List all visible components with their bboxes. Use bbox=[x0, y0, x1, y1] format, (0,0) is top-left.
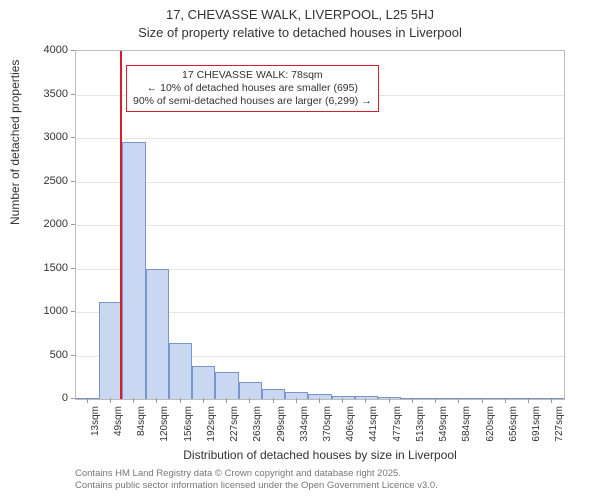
x-tick-mark bbox=[505, 398, 506, 403]
x-tick-label: 656sqm bbox=[508, 406, 519, 442]
x-tick-mark bbox=[133, 398, 134, 403]
y-tick-label: 0 bbox=[0, 392, 68, 404]
x-tick-mark bbox=[249, 398, 250, 403]
x-tick-mark bbox=[458, 398, 459, 403]
x-tick-label: 584sqm bbox=[461, 406, 472, 442]
footer: Contains HM Land Registry data © Crown c… bbox=[75, 468, 438, 492]
annotation-box: 17 CHEVASSE WALK: 78sqm ← 10% of detache… bbox=[126, 65, 379, 112]
footer-line-1: Contains HM Land Registry data © Crown c… bbox=[75, 468, 438, 480]
x-tick-label: 334sqm bbox=[299, 406, 310, 442]
x-tick-label: 691sqm bbox=[531, 406, 542, 442]
y-tick-label: 2500 bbox=[0, 175, 68, 187]
x-tick-label: 192sqm bbox=[206, 406, 217, 442]
histogram-bar bbox=[192, 366, 215, 399]
histogram-bar bbox=[285, 392, 308, 399]
histogram-bar bbox=[146, 269, 169, 400]
y-tick-label: 4000 bbox=[0, 44, 68, 56]
x-tick-label: 49sqm bbox=[113, 406, 124, 436]
x-tick-mark bbox=[180, 398, 181, 403]
y-tick-label: 1500 bbox=[0, 262, 68, 274]
x-tick-label: 727sqm bbox=[554, 406, 565, 442]
x-tick-label: 513sqm bbox=[415, 406, 426, 442]
y-tick-label: 1000 bbox=[0, 305, 68, 317]
histogram-bar bbox=[401, 398, 424, 399]
x-tick-label: 549sqm bbox=[438, 406, 449, 442]
x-tick-mark bbox=[203, 398, 204, 403]
marker-line bbox=[120, 51, 122, 399]
histogram-bar bbox=[99, 302, 122, 399]
x-tick-label: 299sqm bbox=[276, 406, 287, 442]
gridline bbox=[76, 138, 564, 139]
footer-line-2: Contains public sector information licen… bbox=[75, 480, 438, 492]
histogram-bar bbox=[169, 343, 192, 399]
annotation-line-3: 90% of semi-detached houses are larger (… bbox=[133, 95, 372, 108]
x-tick-label: 263sqm bbox=[252, 406, 263, 442]
y-axis-labels: 05001000150020002500300035004000 bbox=[0, 50, 70, 400]
x-tick-mark bbox=[156, 398, 157, 403]
x-tick-label: 13sqm bbox=[90, 406, 101, 436]
x-tick-mark bbox=[87, 398, 88, 403]
y-tick-label: 2000 bbox=[0, 218, 68, 230]
x-tick-label: 370sqm bbox=[322, 406, 333, 442]
x-tick-mark bbox=[226, 398, 227, 403]
y-tick-label: 500 bbox=[0, 349, 68, 361]
chart-title: 17, CHEVASSE WALK, LIVERPOOL, L25 5HJ Si… bbox=[0, 0, 600, 41]
histogram-bar bbox=[494, 398, 517, 399]
y-tick-label: 3500 bbox=[0, 88, 68, 100]
histogram-bar bbox=[122, 142, 145, 399]
x-tick-label: 477sqm bbox=[392, 406, 403, 442]
x-tick-label: 120sqm bbox=[159, 406, 170, 442]
x-tick-label: 84sqm bbox=[136, 406, 147, 436]
x-tick-mark bbox=[482, 398, 483, 403]
annotation-line-1: 17 CHEVASSE WALK: 78sqm bbox=[133, 69, 372, 82]
histogram-bar bbox=[378, 397, 401, 399]
title-line-2: Size of property relative to detached ho… bbox=[0, 24, 600, 42]
x-tick-mark bbox=[319, 398, 320, 403]
x-tick-mark bbox=[389, 398, 390, 403]
x-axis-title: Distribution of detached houses by size … bbox=[75, 448, 565, 462]
histogram-bar bbox=[215, 372, 238, 399]
title-line-1: 17, CHEVASSE WALK, LIVERPOOL, L25 5HJ bbox=[0, 6, 600, 24]
y-tick-label: 3000 bbox=[0, 131, 68, 143]
plot-area: 17 CHEVASSE WALK: 78sqm ← 10% of detache… bbox=[75, 50, 565, 400]
x-tick-label: 441sqm bbox=[368, 406, 379, 442]
x-tick-mark bbox=[273, 398, 274, 403]
histogram-bar bbox=[239, 382, 262, 399]
x-tick-mark bbox=[551, 398, 552, 403]
x-tick-mark bbox=[528, 398, 529, 403]
histogram-bar bbox=[471, 398, 494, 399]
annotation-line-2: ← 10% of detached houses are smaller (69… bbox=[133, 82, 372, 95]
x-tick-mark bbox=[365, 398, 366, 403]
x-tick-label: 156sqm bbox=[183, 406, 194, 442]
chart-container: 17, CHEVASSE WALK, LIVERPOOL, L25 5HJ Si… bbox=[0, 0, 600, 500]
x-tick-mark bbox=[435, 398, 436, 403]
x-tick-label: 620sqm bbox=[485, 406, 496, 442]
x-tick-label: 406sqm bbox=[345, 406, 356, 442]
x-tick-mark bbox=[296, 398, 297, 403]
x-tick-mark bbox=[342, 398, 343, 403]
gridline bbox=[76, 182, 564, 183]
gridline bbox=[76, 225, 564, 226]
histogram-bar bbox=[76, 398, 99, 399]
x-tick-mark bbox=[110, 398, 111, 403]
x-tick-mark bbox=[412, 398, 413, 403]
x-tick-label: 227sqm bbox=[229, 406, 240, 442]
